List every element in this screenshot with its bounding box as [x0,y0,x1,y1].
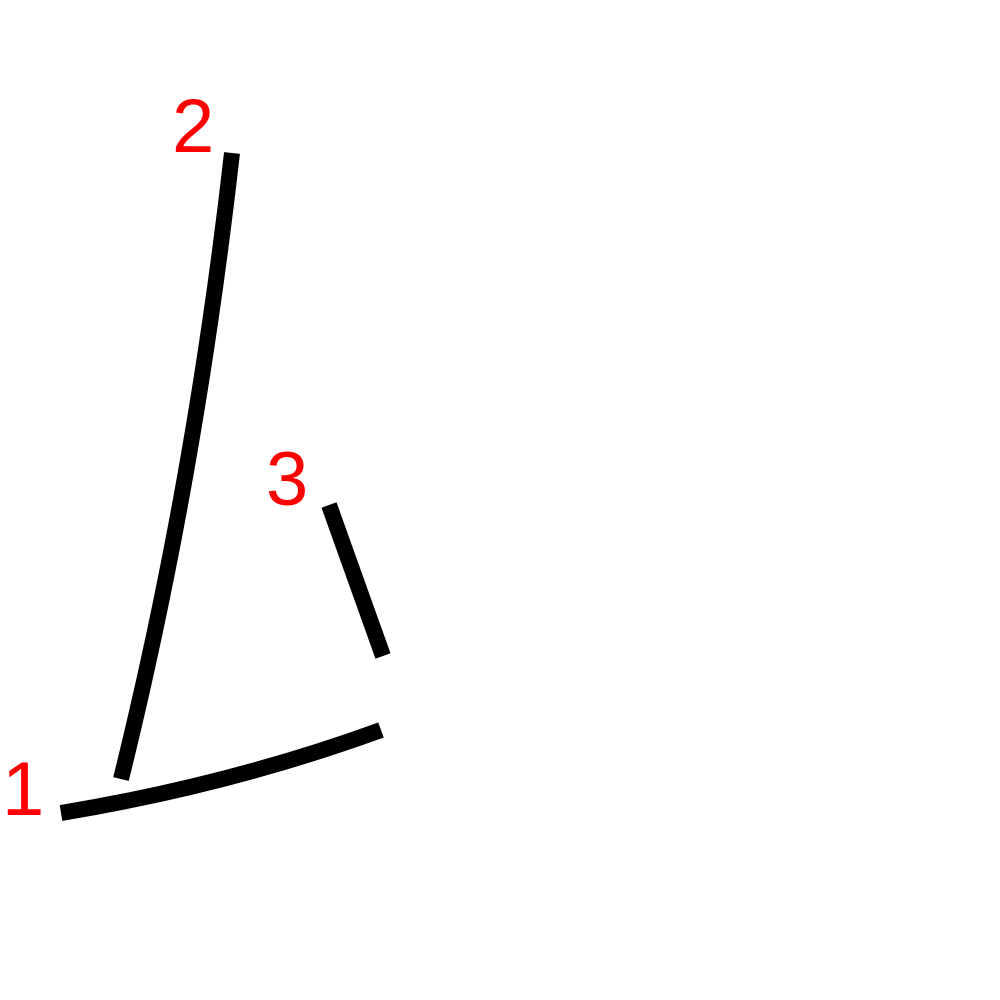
stroke-1 [59,722,384,821]
stroke-2 [113,152,240,781]
stroke-number-3: 3 [266,437,308,522]
stroke-number-1: 1 [2,747,44,832]
stroke-number-2: 2 [172,84,214,169]
stroke-3 [321,502,391,659]
